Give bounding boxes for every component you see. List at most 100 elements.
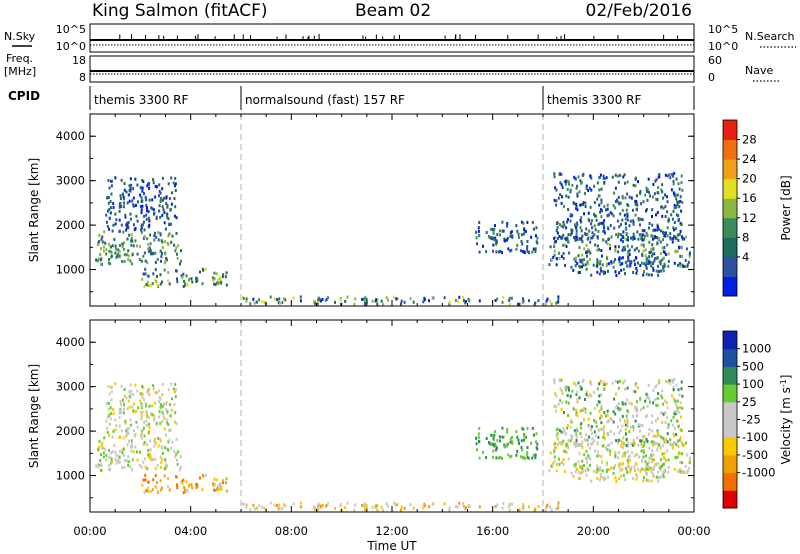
- data-cell: [555, 409, 558, 413]
- data-cell: [624, 248, 627, 252]
- data-cell: [292, 502, 295, 506]
- data-cell: [534, 247, 537, 251]
- data-cell: [168, 282, 171, 286]
- data-cell: [561, 401, 564, 405]
- data-cell: [158, 183, 161, 187]
- data-cell: [109, 412, 112, 416]
- data-cell: [284, 504, 287, 508]
- data-cell: [164, 466, 167, 470]
- data-cell: [550, 302, 553, 306]
- data-cell: [660, 435, 662, 439]
- x-tick-label: 04:00: [174, 524, 207, 538]
- data-cell: [526, 245, 529, 248]
- data-cell: [651, 215, 653, 218]
- data-cell: [217, 282, 220, 286]
- data-cell: [313, 301, 316, 305]
- data-cell: [663, 251, 666, 255]
- data-cell: [147, 453, 150, 457]
- data-cell: [651, 449, 654, 453]
- data-cell: [569, 188, 572, 192]
- data-cell: [184, 488, 186, 492]
- colorbar-swatch: [723, 490, 737, 509]
- data-cell: [161, 252, 163, 255]
- data-cell: [521, 301, 524, 305]
- data-cell: [515, 224, 518, 228]
- data-cell: [626, 218, 629, 222]
- data-cell: [669, 236, 672, 240]
- data-cell: [603, 432, 606, 436]
- data-cell: [143, 434, 146, 438]
- data-cell: [455, 299, 458, 302]
- data-cell: [159, 282, 162, 286]
- data-cell: [168, 403, 171, 407]
- data-cell: [491, 228, 494, 231]
- data-cell: [122, 436, 125, 440]
- data-cell: [596, 264, 599, 268]
- colorbar-tick-label: 12: [742, 211, 757, 225]
- data-cell: [648, 446, 651, 450]
- data-cell: [159, 488, 162, 492]
- data-cell: [667, 465, 670, 469]
- data-cell: [627, 463, 630, 467]
- data-cell: [317, 502, 320, 506]
- data-cell: [646, 188, 649, 192]
- data-cell: [633, 465, 636, 469]
- data-cell: [560, 255, 563, 258]
- data-cell: [258, 298, 261, 302]
- data-cell: [316, 302, 319, 306]
- data-cell: [603, 425, 606, 429]
- data-cell: [626, 253, 629, 257]
- data-cell: [622, 446, 624, 450]
- data-cell: [612, 265, 615, 269]
- data-cell: [645, 261, 648, 265]
- data-cell: [195, 280, 198, 283]
- data-cell: [602, 478, 605, 482]
- data-cell: [624, 222, 627, 226]
- data-cell: [634, 199, 636, 203]
- data-cell: [99, 262, 102, 266]
- data-cell: [121, 451, 124, 455]
- data-cell: [518, 235, 520, 239]
- data-cell: [462, 296, 465, 299]
- data-cell: [656, 241, 659, 245]
- data-cell: [110, 184, 113, 188]
- data-cell: [625, 231, 628, 235]
- data-cell: [492, 437, 495, 441]
- data-cell: [655, 384, 658, 388]
- data-cell: [633, 454, 636, 458]
- data-cell: [644, 248, 647, 252]
- data-cell: [140, 436, 143, 440]
- data-cell: [132, 196, 135, 200]
- data-cell: [509, 234, 512, 238]
- data-cell: [635, 266, 638, 270]
- data-cell: [673, 441, 675, 444]
- data-cell: [613, 397, 616, 401]
- data-cell: [598, 428, 601, 432]
- data-cell: [576, 400, 579, 404]
- data-cell: [477, 432, 480, 436]
- data-cell: [634, 184, 637, 188]
- data-cell: [521, 448, 524, 452]
- data-cell: [554, 442, 557, 446]
- data-cell: [509, 440, 512, 444]
- data-cell: [108, 227, 111, 231]
- data-cell: [611, 418, 614, 422]
- data-cell: [661, 396, 664, 400]
- data-cell: [626, 214, 629, 218]
- data-cell: [650, 254, 653, 258]
- data-cell: [684, 465, 687, 468]
- data-cell: [166, 241, 169, 245]
- data-cell: [596, 181, 599, 185]
- data-cell: [679, 460, 682, 464]
- data-cell: [516, 449, 519, 453]
- data-cell: [621, 248, 624, 252]
- data-cell: [643, 234, 646, 238]
- data-cell: [579, 464, 582, 468]
- data-cell: [132, 409, 135, 413]
- data-cell: [667, 470, 670, 474]
- data-cell: [565, 451, 568, 454]
- data-cell: [598, 454, 600, 458]
- data-cell: [666, 432, 669, 436]
- data-cell: [169, 208, 172, 212]
- data-cell: [620, 474, 623, 478]
